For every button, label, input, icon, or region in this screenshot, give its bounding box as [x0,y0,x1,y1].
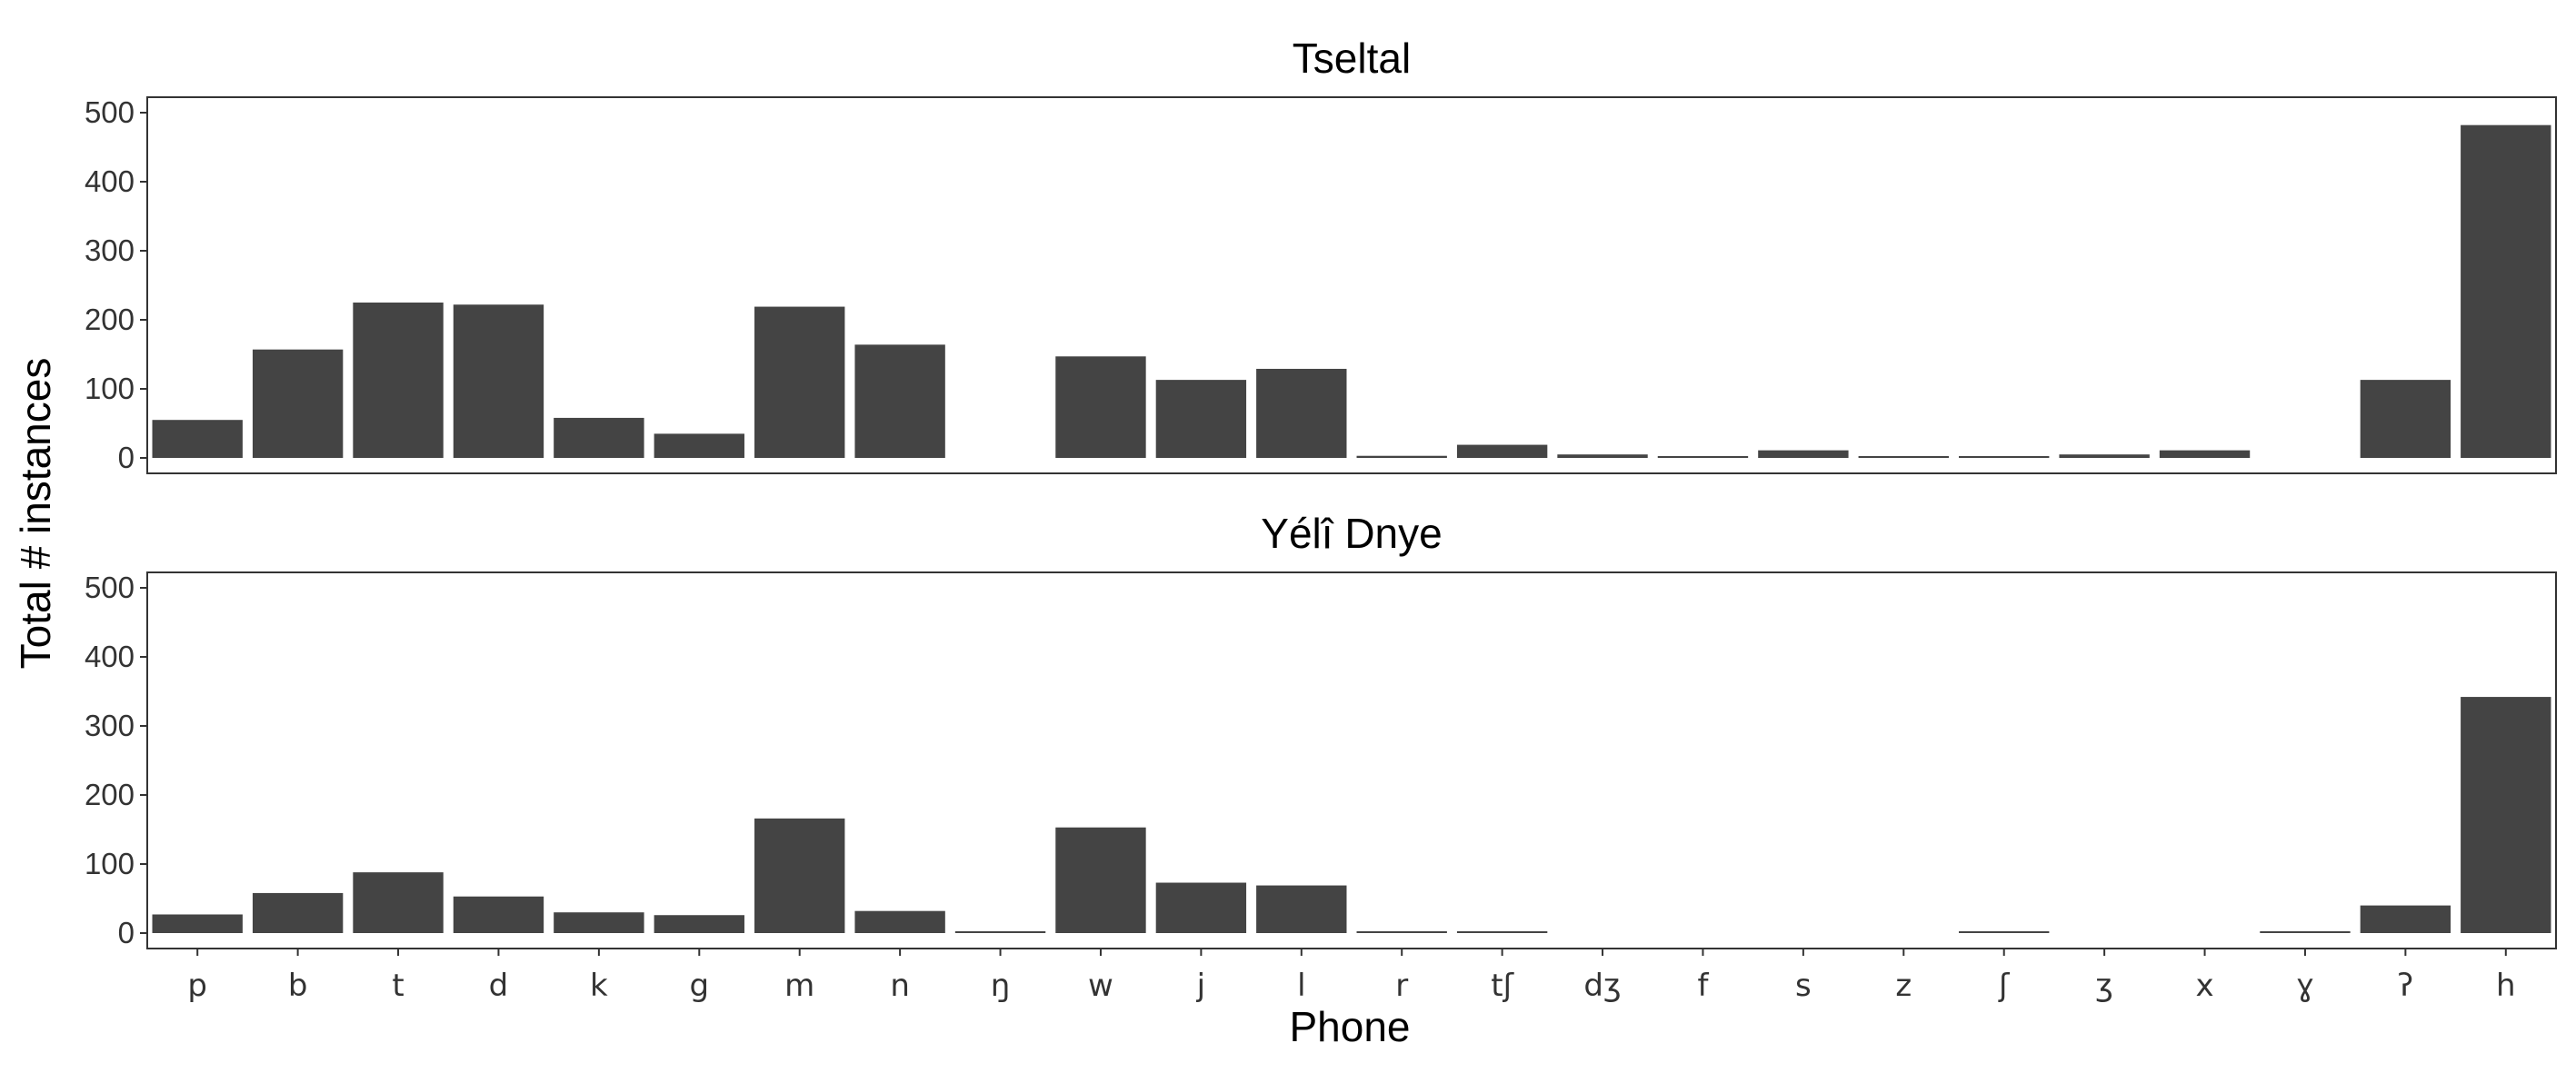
bar [1858,456,1949,458]
bar [252,892,344,933]
x-axis-title: Phone [1289,1003,1410,1050]
x-tick-label: ŋ [991,968,1011,1004]
bar [654,915,744,933]
y-tick-label: 500 [85,571,135,604]
bar [854,344,945,458]
bar [1256,368,1347,458]
bar [2360,905,2451,933]
bar [1356,931,1447,933]
bar [754,306,845,458]
y-tick-label: 100 [85,372,135,405]
bar [1959,456,2050,458]
bar [1657,456,1749,458]
bar [1055,356,1146,458]
bar [1456,931,1548,933]
x-tick-label: h [2496,968,2516,1004]
y-tick-label: 300 [85,709,135,742]
bar [554,912,644,933]
y-tick-label: 0 [118,916,135,949]
bar [252,349,344,458]
bar [854,910,945,933]
bar [1758,450,1849,458]
bar [353,872,444,933]
x-tick-label: m [784,968,814,1004]
x-tick-label: k [590,968,608,1004]
bar [1356,455,1447,458]
bar [2360,380,2451,458]
x-tick-label: ʃ [1998,968,2011,1004]
bar [954,931,1046,933]
facet-title: Tseltal [1293,35,1411,82]
y-tick-label: 300 [85,233,135,267]
bar [2461,124,2551,458]
x-tick-label: ʒ [2095,968,2113,1004]
bar [1055,827,1146,933]
y-tick-label: 200 [85,303,135,336]
bar [152,914,243,933]
x-tick-label: p [187,968,207,1004]
panel-border [146,571,2557,949]
y-tick-label: 0 [118,441,135,474]
y-tick-label: 100 [85,847,135,880]
bar [2059,454,2150,458]
x-tick-label: s [1795,968,1812,1004]
bar [1959,931,2050,933]
x-tick-label: tʃ [1491,968,1514,1004]
x-tick-label: b [288,968,308,1004]
panel-border [146,96,2557,474]
bar [1155,882,1247,933]
x-tick-label: r [1395,968,1408,1004]
y-axis-title: Total # instances [12,358,59,670]
bar [2159,450,2251,458]
bar [1155,380,1247,458]
bar [1256,885,1347,933]
x-tick-label: x [2195,968,2213,1004]
facet-title: Yélî Dnye [1261,510,1442,557]
y-tick-label: 400 [85,640,135,673]
bar [654,433,744,458]
bar [2260,931,2351,933]
x-tick-label: ɣ [2296,968,2314,1004]
x-tick-label: f [1697,968,1709,1004]
x-tick-label: dʒ [1583,968,1621,1004]
y-tick-label: 400 [85,164,135,198]
x-tick-label: n [890,968,910,1004]
y-tick-label: 500 [85,95,135,129]
y-tick-label: 200 [85,778,135,811]
x-tick-label: j [1196,968,1205,1004]
bar [152,420,243,458]
panel-0: Tseltal 0 100 200 300 400 500 [85,35,2557,474]
bar [2461,697,2551,933]
x-tick-label: ʔ [2398,968,2413,1004]
bar [353,303,444,458]
x-tick-label: w [1088,968,1113,1004]
panel-1: Yélî Dnye 0 100 200 300 400 500 p b t d k g m n ŋ w j l r tʃ… [85,510,2557,1004]
x-tick-label: g [689,968,709,1004]
bar [1456,444,1548,458]
x-tick-label: t [392,968,404,1004]
bar [453,304,544,458]
bar [754,818,845,933]
x-tick-label: d [489,968,509,1004]
x-tick-label: l [1297,968,1305,1004]
bar [554,417,644,458]
bar [453,896,544,933]
x-tick-label: z [1895,968,1912,1004]
bar [1557,454,1648,458]
